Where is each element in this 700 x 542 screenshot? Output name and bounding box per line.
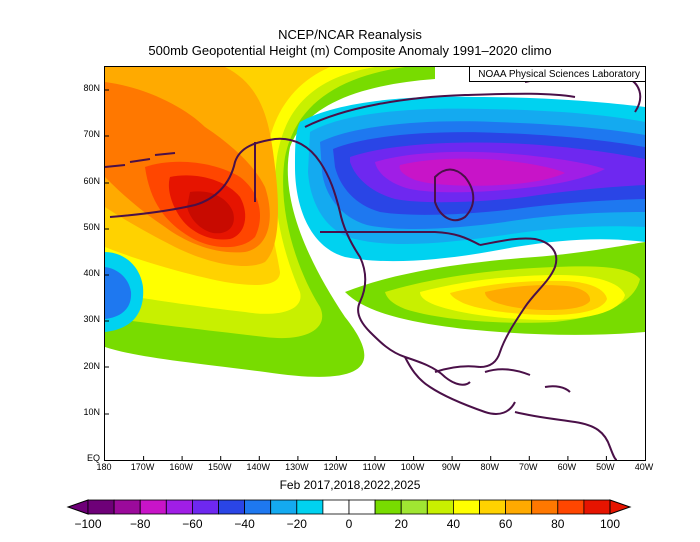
colorbar-cell	[165, 499, 193, 515]
lon-label: 70W	[519, 462, 538, 472]
colorbar-label: 20	[395, 517, 409, 531]
colorbar-cell	[322, 499, 350, 515]
colorbar-cell	[557, 499, 585, 515]
atlantic-ridge	[345, 242, 645, 335]
lon-label: 40W	[634, 462, 654, 472]
lon-label: 110W	[362, 462, 386, 472]
map-title: NCEP/NCAR Reanalysis	[278, 27, 422, 42]
lat-label: EQ	[86, 453, 100, 463]
colorbar-cell	[296, 499, 324, 515]
lon-label: 180	[96, 462, 112, 472]
colorbar-label: 40	[447, 517, 461, 531]
colorbar-cell	[113, 499, 141, 515]
lat-label: 70N	[83, 129, 100, 140]
colorbar-cell	[426, 499, 454, 515]
colorbar-label: −100	[74, 517, 101, 531]
lon-label: 150W	[207, 462, 232, 472]
lon-label: 170W	[130, 462, 155, 472]
dateline-trough	[105, 252, 144, 332]
colorbar-cell	[583, 499, 611, 515]
colorbar-cell	[270, 499, 298, 515]
colorbar-label: 80	[551, 517, 565, 531]
credit-label: NOAA Physical Sciences Laboratory	[469, 67, 645, 82]
colorbar-arrow-low	[66, 499, 89, 515]
colorbar-label: 60	[499, 517, 513, 531]
lat-label: 40N	[83, 268, 100, 279]
period-label: Feb 2017,2018,2022,2025	[279, 478, 421, 492]
lon-label: 140W	[246, 462, 271, 472]
colorbar-cell	[191, 499, 219, 515]
colorbar-arrow-high	[609, 499, 632, 515]
coastlines	[105, 73, 642, 460]
colorbar-label: −80	[130, 517, 151, 531]
anomaly-map: NOAA Physical Sciences Laboratory	[104, 66, 646, 461]
lon-label: 80W	[480, 462, 499, 472]
colorbar-label: 100	[600, 517, 620, 531]
lon-label: 100W	[400, 462, 425, 472]
colorbar-cell	[374, 499, 402, 515]
lat-label: 20N	[83, 360, 100, 371]
lon-label: 50W	[596, 462, 615, 472]
colorbar-cell	[139, 499, 167, 515]
colorbar-label: −20	[287, 517, 308, 531]
colorbar-label: 0	[346, 517, 353, 531]
colorbar-label: −60	[182, 517, 203, 531]
lon-label: 160W	[169, 462, 193, 472]
colorbar-cell	[505, 499, 533, 515]
colorbar-cell	[400, 499, 428, 515]
lat-label: 80N	[83, 83, 100, 94]
lat-label: 30N	[83, 314, 100, 325]
colorbar-cell	[87, 499, 115, 515]
canada-trough	[295, 96, 645, 262]
map-subtitle: 500mb Geopotential Height (m) Composite …	[148, 43, 552, 58]
lon-label: 120W	[323, 462, 348, 472]
lat-label: 60N	[83, 175, 100, 186]
colorbar-cell	[348, 499, 376, 515]
colorbar-cell	[244, 499, 272, 515]
lon-label: 60W	[557, 462, 577, 472]
lon-label: 130W	[285, 462, 309, 472]
colorbar-cell	[218, 499, 246, 515]
colorbar: −100 −80 −60 −40 −20 0 20 40 60 80 100	[66, 499, 632, 531]
lat-label: 10N	[83, 406, 100, 417]
colorbar-cell	[452, 499, 480, 515]
pacific-ridge	[105, 67, 435, 377]
lon-label: 90W	[441, 462, 461, 472]
colorbar-cell	[479, 499, 507, 515]
lat-label: 50N	[83, 221, 100, 232]
colorbar-cell	[531, 499, 559, 515]
anomaly-field	[105, 67, 645, 460]
colorbar-label: −40	[234, 517, 255, 531]
axis-ticks	[105, 89, 607, 460]
